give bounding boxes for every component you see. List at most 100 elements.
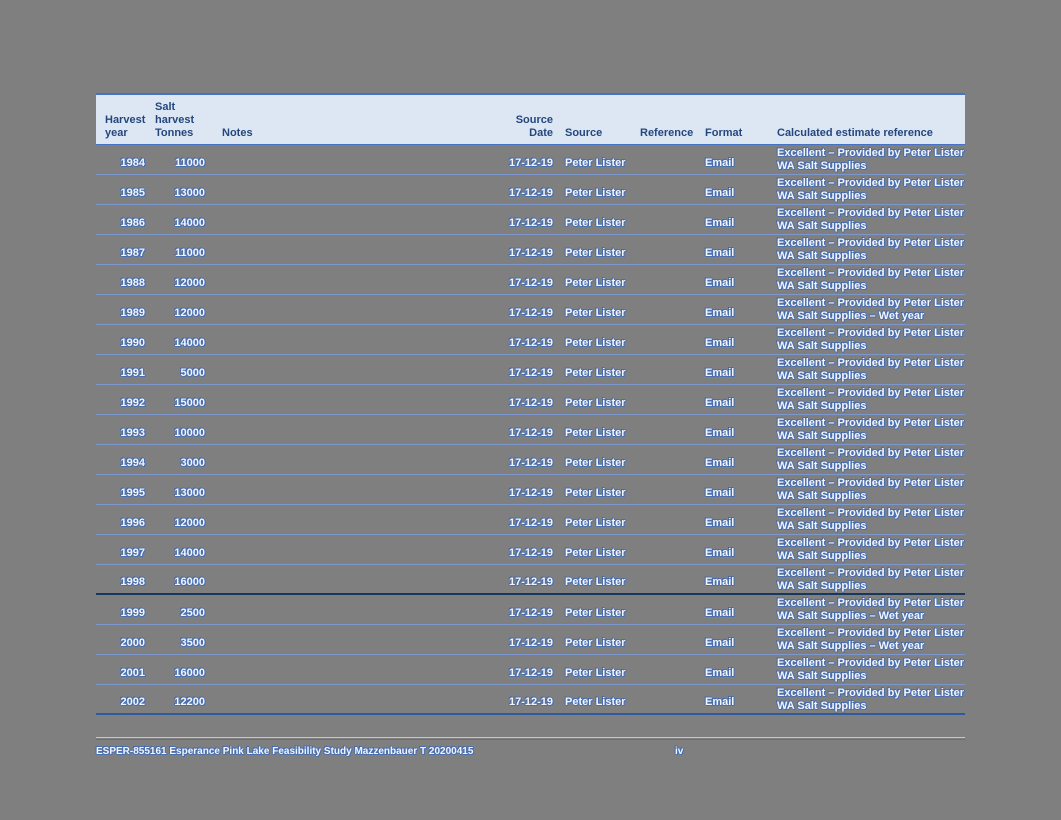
cell-source: Peter Lister — [556, 444, 636, 475]
cell-source: Peter Lister — [556, 294, 636, 325]
cell-format: Email — [703, 594, 774, 625]
table-row: 1992 15000 17-12-19 Peter Lister Email E… — [96, 384, 965, 415]
table-row: 1986 14000 17-12-19 Peter Lister Email E… — [96, 204, 965, 235]
cell-notes — [208, 234, 486, 265]
cell-calculated-estimate-reference: Excellent – Provided by Peter Lister WA … — [774, 234, 965, 265]
cell-harvest-year: 1985 — [96, 174, 151, 205]
cell-notes — [208, 264, 486, 295]
cell-reference — [636, 384, 703, 415]
cell-notes — [208, 534, 486, 565]
cell-harvest-year: 1994 — [96, 444, 151, 475]
cell-tonnes: 3000 — [151, 444, 208, 475]
cell-source-date: 17-12-19 — [486, 384, 556, 415]
calc-reference-line2: WA Salt Supplies — [777, 189, 867, 202]
cell-notes — [208, 474, 486, 505]
calc-reference-line1: Excellent – Provided by Peter Lister — [777, 597, 965, 609]
cell-notes — [208, 654, 486, 685]
cell-notes — [208, 444, 486, 475]
cell-reference — [636, 294, 703, 325]
cell-calculated-estimate-reference: Excellent – Provided by Peter Lister WA … — [774, 684, 965, 715]
cell-notes — [208, 384, 486, 415]
cell-source: Peter Lister — [556, 354, 636, 385]
cell-source: Peter Lister — [556, 264, 636, 295]
cell-notes — [208, 504, 486, 535]
footer-divider — [96, 739, 965, 740]
cell-tonnes: 14000 — [151, 204, 208, 235]
col-header-harvest-year: Harvest year — [96, 93, 151, 145]
cell-source: Peter Lister — [556, 174, 636, 205]
cell-source: Peter Lister — [556, 504, 636, 535]
calc-reference-line2: WA Salt Supplies — [777, 519, 867, 532]
cell-harvest-year: 1991 — [96, 354, 151, 385]
cell-calculated-estimate-reference: Excellent – Provided by Peter Lister WA … — [774, 174, 965, 205]
table-row: 1998 16000 17-12-19 Peter Lister Email E… — [96, 564, 965, 595]
calc-reference-line2: WA Salt Supplies — [777, 399, 867, 412]
cell-harvest-year: 1984 — [96, 144, 151, 175]
cell-calculated-estimate-reference: Excellent – Provided by Peter Lister WA … — [774, 204, 965, 235]
table-row: 1989 12000 17-12-19 Peter Lister Email E… — [96, 294, 965, 325]
table-row: 1997 14000 17-12-19 Peter Lister Email E… — [96, 534, 965, 565]
table-row: 1985 13000 17-12-19 Peter Lister Email E… — [96, 174, 965, 205]
calc-reference-line1: Excellent – Provided by Peter Lister — [777, 566, 965, 579]
cell-source: Peter Lister — [556, 594, 636, 625]
cell-reference — [636, 474, 703, 505]
calc-reference-line2: WA Salt Supplies — [777, 339, 867, 352]
table-row: 1995 13000 17-12-19 Peter Lister Email E… — [96, 474, 965, 505]
cell-reference — [636, 654, 703, 685]
cell-calculated-estimate-reference: Excellent – Provided by Peter Lister WA … — [774, 594, 965, 625]
calc-reference-line1: Excellent – Provided by Peter Lister — [777, 236, 965, 249]
cell-calculated-estimate-reference: Excellent – Provided by Peter Lister WA … — [774, 414, 965, 445]
calc-reference-line1: Excellent – Provided by Peter Lister — [777, 386, 965, 399]
cell-source-date: 17-12-19 — [486, 624, 556, 655]
col-header-calculated-estimate-reference: Calculated estimate reference — [774, 93, 965, 145]
cell-notes — [208, 594, 486, 625]
cell-source: Peter Lister — [556, 234, 636, 265]
cell-source: Peter Lister — [556, 624, 636, 655]
table-row: 1990 14000 17-12-19 Peter Lister Email E… — [96, 324, 965, 355]
cell-tonnes: 5000 — [151, 354, 208, 385]
calc-reference-line1: Excellent – Provided by Peter Lister — [777, 446, 965, 459]
col-header-format: Format — [703, 93, 774, 145]
cell-reference — [636, 234, 703, 265]
cell-format: Email — [703, 474, 774, 505]
cell-reference — [636, 534, 703, 565]
cell-reference — [636, 264, 703, 295]
cell-reference — [636, 174, 703, 205]
col-header-reference: Reference — [636, 93, 703, 145]
calc-reference-line1: Excellent – Provided by Peter Lister — [777, 626, 965, 639]
footer-document-id: ESPER-855161 Esperance Pink Lake Feasibi… — [96, 746, 474, 757]
table-row: 1993 10000 17-12-19 Peter Lister Email E… — [96, 414, 965, 445]
cell-format: Email — [703, 534, 774, 565]
cell-source-date: 17-12-19 — [486, 534, 556, 565]
cell-source-date: 17-12-19 — [486, 594, 556, 625]
calc-reference-line2: WA Salt Supplies — [777, 279, 867, 292]
cell-notes — [208, 144, 486, 175]
cell-format: Email — [703, 684, 774, 715]
cell-format: Email — [703, 324, 774, 355]
cell-source: Peter Lister — [556, 204, 636, 235]
cell-calculated-estimate-reference: Excellent – Provided by Peter Lister WA … — [774, 534, 965, 565]
cell-calculated-estimate-reference: Excellent – Provided by Peter Lister WA … — [774, 264, 965, 295]
calc-reference-line2: WA Salt Supplies — [777, 459, 867, 472]
cell-format: Email — [703, 384, 774, 415]
calc-reference-line2: WA Salt Supplies — [777, 549, 867, 562]
cell-harvest-year: 2002 — [96, 684, 151, 715]
cell-tonnes: 14000 — [151, 534, 208, 565]
cell-tonnes: 12000 — [151, 264, 208, 295]
cell-tonnes: 2500 — [151, 594, 208, 625]
cell-tonnes: 16000 — [151, 654, 208, 685]
page-footer: ESPER-855161 Esperance Pink Lake Feasibi… — [96, 746, 965, 757]
calc-reference-line1: Excellent – Provided by Peter Lister — [777, 356, 965, 369]
cell-harvest-year: 1989 — [96, 294, 151, 325]
cell-calculated-estimate-reference: Excellent – Provided by Peter Lister WA … — [774, 564, 965, 595]
cell-source-date: 17-12-19 — [486, 174, 556, 205]
cell-harvest-year: 1999 — [96, 594, 151, 625]
cell-source-date: 17-12-19 — [486, 354, 556, 385]
calc-reference-line2: WA Salt Supplies — [777, 699, 867, 712]
cell-harvest-year: 2000 — [96, 624, 151, 655]
calc-reference-line2: WA Salt Supplies – Wet year — [777, 639, 925, 652]
cell-calculated-estimate-reference: Excellent – Provided by Peter Lister WA … — [774, 144, 965, 175]
cell-tonnes: 12000 — [151, 294, 208, 325]
cell-format: Email — [703, 414, 774, 445]
